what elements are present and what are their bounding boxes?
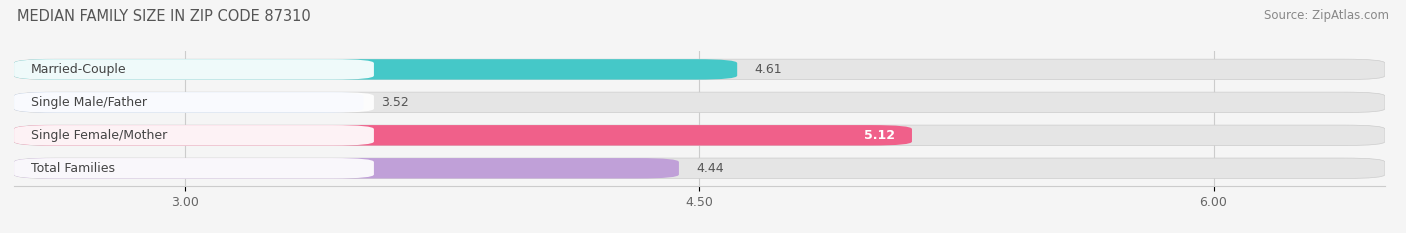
FancyBboxPatch shape <box>14 158 679 178</box>
FancyBboxPatch shape <box>14 59 737 80</box>
FancyBboxPatch shape <box>14 59 1385 80</box>
Text: Married-Couple: Married-Couple <box>31 63 127 76</box>
FancyBboxPatch shape <box>14 158 374 178</box>
Text: Single Male/Father: Single Male/Father <box>31 96 148 109</box>
Text: 3.52: 3.52 <box>381 96 409 109</box>
Text: MEDIAN FAMILY SIZE IN ZIP CODE 87310: MEDIAN FAMILY SIZE IN ZIP CODE 87310 <box>17 9 311 24</box>
FancyBboxPatch shape <box>14 92 1385 113</box>
FancyBboxPatch shape <box>14 125 1385 146</box>
Text: 4.61: 4.61 <box>755 63 782 76</box>
Text: Single Female/Mother: Single Female/Mother <box>31 129 167 142</box>
Text: Source: ZipAtlas.com: Source: ZipAtlas.com <box>1264 9 1389 22</box>
FancyBboxPatch shape <box>14 92 364 113</box>
FancyBboxPatch shape <box>14 59 374 80</box>
Text: Total Families: Total Families <box>31 162 115 175</box>
Text: 5.12: 5.12 <box>863 129 894 142</box>
FancyBboxPatch shape <box>14 158 1385 178</box>
FancyBboxPatch shape <box>14 125 912 146</box>
FancyBboxPatch shape <box>14 92 374 113</box>
FancyBboxPatch shape <box>14 125 374 146</box>
Text: 4.44: 4.44 <box>696 162 724 175</box>
